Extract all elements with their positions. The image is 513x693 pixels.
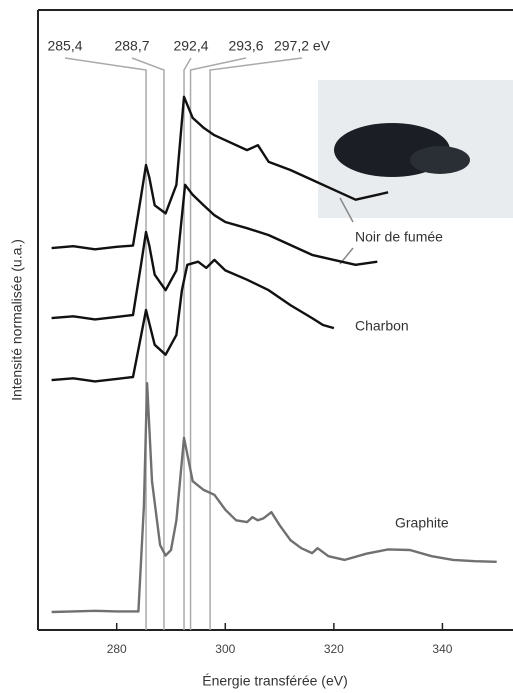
- reference-label: 297,2 eV: [274, 38, 331, 54]
- powder: [410, 146, 470, 174]
- x-tick-label: 340: [432, 642, 452, 656]
- reference-label: 292,4: [173, 38, 208, 54]
- series-line: [51, 95, 389, 251]
- series-label: Charbon: [355, 318, 409, 334]
- reference-label: 285,4: [47, 38, 82, 54]
- x-axis-label: Énergie transférée (eV): [202, 673, 348, 689]
- series-label: Graphite: [395, 515, 449, 531]
- series-line: [51, 258, 335, 383]
- reference-label: 288,7: [114, 38, 149, 54]
- reference-line: [131, 57, 165, 630]
- reference-line: [64, 57, 147, 630]
- series-line: [51, 382, 497, 614]
- leader: [339, 197, 354, 223]
- series-line: [51, 183, 378, 321]
- reference-label: 293,6: [228, 38, 263, 54]
- reference-line: [189, 57, 247, 630]
- reference-line: [209, 57, 303, 630]
- y-axis-label: Intensité normalisée (u.a.): [9, 239, 25, 401]
- x-tick-label: 320: [324, 642, 344, 656]
- x-tick-label: 300: [215, 642, 235, 656]
- x-tick-label: 280: [107, 642, 127, 656]
- series-label: Noir de fumée: [355, 229, 443, 245]
